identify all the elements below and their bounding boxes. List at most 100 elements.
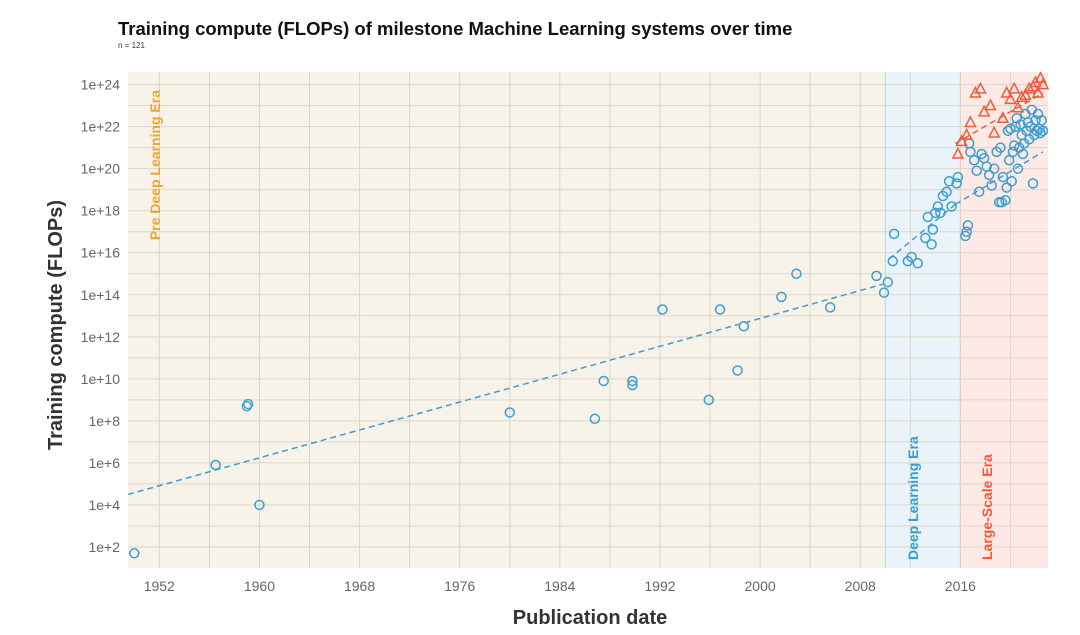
data-point-circle [912, 258, 924, 269]
data-point-circle [920, 232, 931, 244]
data-point-triangle [974, 81, 987, 94]
data-point-triangle [1022, 81, 1036, 94]
data-point-triangle [1004, 92, 1017, 105]
y-tick-label: 1e+2 [88, 539, 120, 555]
data-point-triangle [977, 104, 991, 117]
data-point-circle [930, 207, 941, 219]
data-point-circle [961, 226, 972, 237]
data-point-circle [971, 165, 982, 177]
data-points [129, 71, 1050, 559]
data-point-circle [986, 180, 997, 191]
data-point-circle [627, 379, 638, 391]
data-point-circle [997, 171, 1009, 183]
era-label-large-scale: Large-Scale Era [979, 454, 995, 560]
data-point-circle [888, 228, 900, 240]
data-point-circle [960, 230, 971, 242]
y-tick-label: 1e+24 [81, 77, 121, 93]
data-point-circle [995, 142, 1006, 153]
data-point-circle [1036, 115, 1047, 126]
data-point-triangle [955, 134, 968, 147]
x-tick-label: 1992 [644, 578, 675, 594]
data-point-circle [965, 146, 976, 158]
x-tick-label: 1960 [244, 578, 275, 594]
data-point-circle [943, 176, 955, 187]
data-point-triangle [964, 115, 977, 128]
data-point-circle [1006, 176, 1017, 187]
data-point-circle [952, 171, 964, 183]
era-band-1 [885, 72, 961, 568]
data-point-circle [988, 163, 1000, 174]
data-point-circle [824, 302, 836, 313]
era-labels: Pre Deep Learning Era Deep Learning Era La… [147, 90, 995, 560]
y-tick-label: 1e+16 [81, 245, 121, 261]
data-point-circle [714, 304, 726, 315]
data-point-circle [882, 276, 894, 288]
x-tick-label: 1952 [144, 578, 175, 594]
y-tick-label: 1e+10 [81, 371, 121, 387]
era-band-0 [128, 72, 886, 568]
era-backgrounds [128, 72, 1048, 568]
data-point-circle [1005, 123, 1016, 134]
era-band-2 [960, 72, 1048, 568]
data-point-circle [589, 413, 601, 425]
data-point-circle [1008, 140, 1020, 151]
x-tick-label: 1984 [544, 578, 575, 594]
data-point-triangle [1007, 81, 1021, 94]
data-point-circle [968, 155, 980, 166]
y-tick-label: 1e+8 [88, 413, 120, 429]
y-tick-label: 1e+4 [88, 497, 120, 513]
y-tick-label: 1e+22 [81, 119, 121, 135]
data-point-circle [951, 178, 962, 189]
data-point-circle [1017, 148, 1029, 160]
era-label-deep-learning: Deep Learning Era [905, 436, 921, 560]
data-point-circle [906, 251, 917, 263]
y-tick-label: 1e+20 [81, 161, 121, 177]
data-point-circle [210, 459, 221, 471]
data-point-circle [973, 186, 985, 198]
data-point-circle [776, 291, 787, 303]
data-point-triangle [996, 111, 1010, 123]
data-point-triangle [1036, 77, 1050, 90]
data-point-circle [983, 169, 995, 181]
data-point-circle [927, 224, 939, 235]
data-point-circle [1027, 178, 1039, 189]
data-point-circle [941, 186, 952, 198]
data-point-circle [504, 407, 516, 418]
data-point-circle [254, 499, 265, 511]
data-point-circle [926, 239, 937, 250]
chart-title: Training compute (FLOPs) of milestone Ma… [118, 18, 793, 39]
data-point-circle [242, 398, 254, 410]
data-point-circle [791, 268, 802, 280]
data-point-circle [657, 304, 668, 315]
x-tick-label: 2016 [945, 578, 976, 594]
x-tick-label: 2000 [745, 578, 776, 594]
data-point-circle [1030, 115, 1041, 126]
data-point-circle [1003, 155, 1015, 166]
data-point-triangle [951, 146, 965, 159]
data-point-triangle [960, 127, 973, 140]
data-point-circle [878, 287, 890, 298]
data-point-circle [887, 255, 899, 267]
y-tick-label: 1e+6 [88, 455, 120, 471]
data-point-triangle [987, 125, 1001, 138]
data-point-circle [1000, 194, 1011, 206]
data-point-circle [1001, 182, 1012, 193]
data-point-triangle [984, 98, 997, 111]
x-tick-label: 2008 [845, 578, 876, 594]
data-point-circle [598, 375, 609, 387]
data-point-circle [935, 207, 946, 219]
y-tick-label: 1e+12 [81, 329, 121, 345]
data-point-circle [627, 375, 638, 387]
x-axis-title: Publication date [513, 607, 667, 629]
axis-ticks: 1952 1960 1968 1976 1984 1992 2000 2008 2016 1e+2… [81, 77, 976, 594]
y-axis-title: Training compute (FLOPs) [45, 200, 67, 450]
data-point-circle [738, 321, 750, 332]
era-label-pre-deep-learning: Pre Deep Learning Era [147, 90, 163, 240]
trend-line [127, 283, 883, 496]
data-point-triangle [1031, 85, 1045, 98]
data-point-circle [932, 201, 944, 212]
data-point-triangle [1011, 100, 1025, 113]
data-point-circle [129, 548, 140, 559]
data-point-circle [1035, 127, 1046, 139]
